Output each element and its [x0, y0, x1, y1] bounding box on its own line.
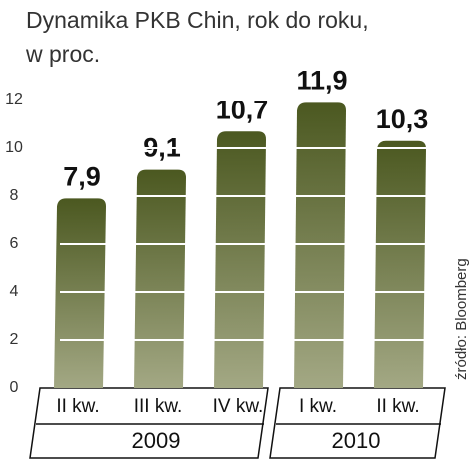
value-label: 10,7 — [216, 94, 269, 124]
x-tick-label: I kw. — [299, 396, 337, 417]
chart-title: Dynamika PKB Chin, rok do roku, — [26, 7, 369, 33]
value-label: 10,3 — [376, 104, 429, 134]
y-tick-label: 0 — [10, 379, 19, 396]
bar — [214, 131, 266, 388]
x-tick-label: III kw. — [134, 396, 183, 417]
chart-subtitle: w proc. — [25, 41, 100, 67]
y-tick-label: 10 — [5, 139, 23, 156]
x-tick-label: II kw. — [376, 396, 419, 417]
bar — [374, 140, 426, 388]
source: źródło: Bloomberg — [453, 258, 470, 380]
value-label: 7,9 — [63, 162, 101, 192]
x-tick-label: II kw. — [56, 396, 99, 417]
year-label: 2009 — [132, 428, 181, 453]
bar — [294, 102, 346, 389]
y-tick-label: 6 — [10, 235, 19, 252]
bar — [134, 169, 186, 388]
y-tick-label: 12 — [5, 91, 23, 108]
year-label: 2010 — [332, 428, 381, 453]
value-label: 11,9 — [296, 66, 347, 96]
x-tick-label: IV kw. — [213, 396, 264, 417]
y-tick-label: 2 — [10, 331, 19, 348]
y-tick-label: 8 — [10, 187, 19, 204]
bar — [54, 198, 106, 388]
y-tick-label: 4 — [10, 283, 19, 300]
